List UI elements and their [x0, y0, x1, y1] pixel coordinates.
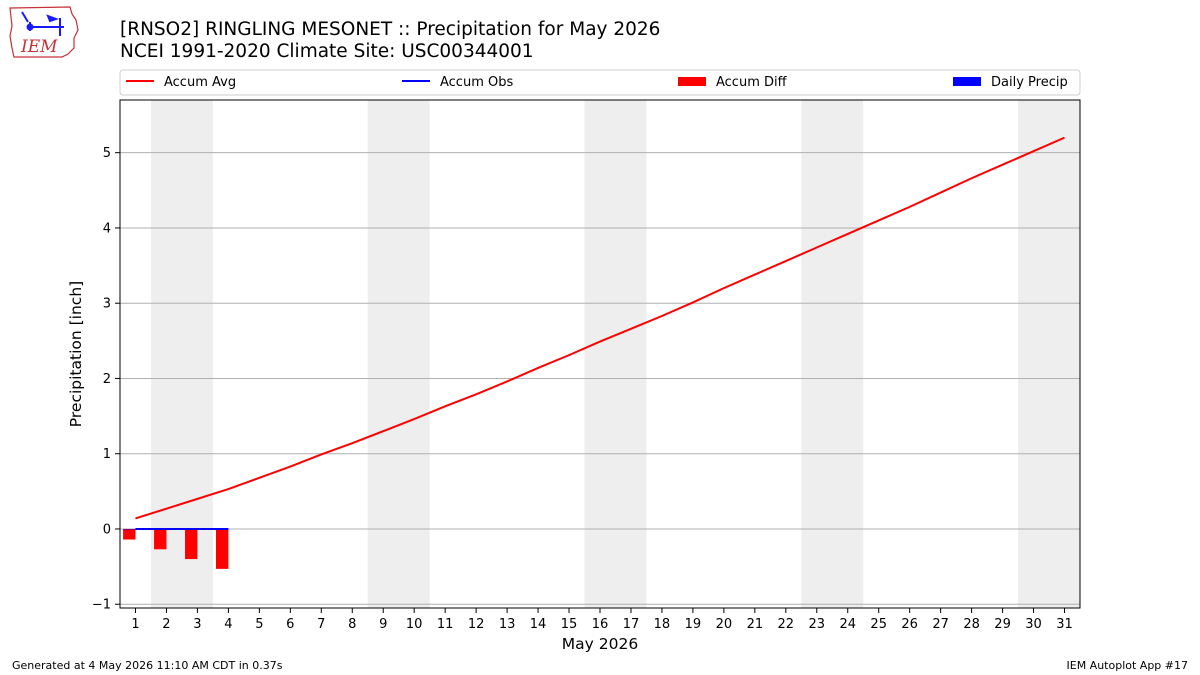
- x-tick-label: 28: [963, 617, 980, 632]
- y-tick-label: 3: [103, 297, 111, 312]
- x-tick-label: 30: [1025, 617, 1042, 632]
- legend-swatch-daily-precip: [953, 77, 981, 86]
- weekend-shading: [150, 100, 1080, 608]
- x-axis-label: May 2026: [562, 635, 638, 653]
- weekend-band: [584, 100, 647, 608]
- x-tick-label: 20: [716, 617, 733, 632]
- x-axis-ticks: 1 2 3 4 5 6 7 8 9 10 11 12 13 14 15 16 17 18 19 20 21 22 23 24 2…: [131, 608, 1073, 632]
- weather-station-icon: [21, 11, 64, 36]
- bar-accum-diff: [216, 528, 229, 569]
- x-tick-label: 16: [592, 617, 609, 632]
- legend-label-accum-obs: Accum Obs: [440, 75, 513, 90]
- x-tick-label: 19: [685, 617, 702, 632]
- bar-accum-diff: [123, 528, 136, 540]
- x-tick-label: 31: [1056, 617, 1073, 632]
- footer-generated-text: Generated at 4 May 2026 11:10 AM CDT in …: [12, 659, 283, 672]
- x-tick-label: 21: [747, 617, 764, 632]
- legend-label-accum-avg: Accum Avg: [164, 75, 236, 90]
- chart-subtitle: NCEI 1991-2020 Climate Site: USC00344001: [120, 41, 534, 62]
- bar-accum-diff: [154, 528, 167, 550]
- x-tick-label: 14: [530, 617, 547, 632]
- x-tick-label: 15: [561, 617, 578, 632]
- line-series: [135, 136, 1065, 530]
- y-axis-label: Precipitation [inch]: [67, 281, 85, 427]
- x-tick-label: 8: [348, 617, 356, 632]
- x-tick-label: 9: [379, 617, 387, 632]
- x-tick-label: 17: [623, 617, 640, 632]
- y-tick-label: 4: [103, 221, 111, 236]
- x-tick-label: 13: [499, 617, 516, 632]
- weekend-band: [150, 100, 213, 608]
- footer-app-text: IEM Autoplot App #17: [1066, 659, 1189, 672]
- legend-swatch-accum-diff: [678, 77, 706, 86]
- legend-label-accum-diff: Accum Diff: [716, 75, 788, 90]
- bar-daily-precip: [123, 528, 136, 530]
- bar-accum-diff: [185, 528, 198, 560]
- y-axis-ticks: −1 0 1 2 3 4 5: [92, 146, 120, 613]
- y-tick-label: 0: [103, 522, 111, 537]
- y-tick-label: −1: [92, 598, 111, 613]
- legend-frame: [119, 69, 1081, 96]
- x-tick-label: 1: [131, 617, 139, 632]
- legend: Accum Avg Accum Obs Accum Diff Daily Pre…: [119, 69, 1081, 96]
- x-tick-label: 10: [406, 617, 423, 632]
- x-tick-label: 2: [162, 617, 170, 632]
- iem-logo: IEM: [9, 6, 79, 58]
- x-tick-label: 5: [255, 617, 263, 632]
- x-tick-label: 3: [193, 617, 201, 632]
- y-tick-label: 1: [103, 447, 111, 462]
- y-gridlines: [120, 152, 1080, 605]
- x-tick-label: 18: [654, 617, 671, 632]
- weekend-band: [801, 100, 864, 608]
- weekend-band: [367, 100, 430, 608]
- x-tick-label: 11: [437, 617, 454, 632]
- line-accum-avg: [135, 136, 1065, 520]
- legend-label-daily-precip: Daily Precip: [991, 75, 1068, 90]
- x-tick-label: 25: [870, 617, 887, 632]
- x-tick-label: 6: [286, 617, 294, 632]
- x-tick-label: 12: [468, 617, 485, 632]
- y-tick-label: 2: [103, 372, 111, 387]
- x-tick-label: 23: [809, 617, 826, 632]
- x-tick-label: 4: [224, 617, 232, 632]
- x-tick-label: 24: [839, 617, 856, 632]
- x-tick-label: 26: [901, 617, 918, 632]
- y-tick-label: 5: [103, 146, 111, 161]
- x-tick-label: 22: [778, 617, 795, 632]
- bar-series: [123, 528, 229, 569]
- chart-title: [RNSO2] RINGLING MESONET :: Precipitatio…: [120, 19, 660, 40]
- x-tick-label: 29: [994, 617, 1011, 632]
- weekend-band: [1018, 100, 1080, 608]
- x-tick-label: 7: [317, 617, 325, 632]
- logo-text: IEM: [20, 37, 58, 57]
- x-tick-label: 27: [932, 617, 949, 632]
